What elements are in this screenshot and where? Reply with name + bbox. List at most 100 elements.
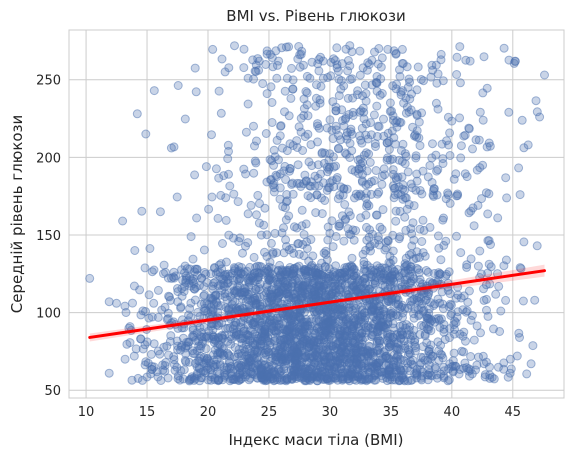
data-point <box>472 165 482 175</box>
data-point <box>267 118 277 127</box>
data-point <box>304 157 314 167</box>
data-point <box>328 242 338 252</box>
data-point <box>192 213 202 223</box>
data-point <box>259 220 269 230</box>
data-point <box>187 372 197 382</box>
data-point <box>309 336 319 346</box>
data-point <box>323 344 333 354</box>
data-point <box>321 250 331 259</box>
data-point <box>471 135 481 145</box>
data-point <box>458 305 468 315</box>
data-point <box>358 277 367 287</box>
data-point <box>296 49 306 59</box>
data-point <box>433 294 443 304</box>
data-point <box>141 129 151 139</box>
data-point <box>310 328 320 338</box>
data-point <box>403 167 413 177</box>
data-point <box>147 364 157 374</box>
data-point <box>220 67 230 77</box>
data-point <box>378 205 388 215</box>
data-point <box>449 348 459 358</box>
data-point <box>320 315 330 325</box>
data-point <box>234 344 244 354</box>
data-point <box>339 236 349 246</box>
data-point <box>239 327 248 336</box>
data-point <box>355 70 365 80</box>
data-point <box>496 306 506 316</box>
data-point <box>429 184 439 194</box>
y-tick-label: 50 <box>44 384 61 399</box>
data-point <box>302 281 312 290</box>
data-point <box>412 132 422 142</box>
data-point <box>328 315 338 325</box>
data-point <box>336 326 346 336</box>
data-point <box>223 140 233 150</box>
data-point <box>112 298 121 308</box>
data-point <box>401 93 411 103</box>
data-point <box>142 372 152 382</box>
data-point <box>361 148 371 158</box>
data-point <box>392 122 402 132</box>
data-point <box>489 374 499 384</box>
data-point <box>445 128 455 138</box>
data-point <box>336 135 346 145</box>
data-point <box>329 54 339 64</box>
data-point <box>219 344 228 354</box>
data-point <box>302 71 312 81</box>
data-point <box>302 88 312 98</box>
data-point <box>426 326 436 336</box>
data-point <box>211 164 221 174</box>
data-point <box>361 180 371 190</box>
data-point <box>458 331 468 341</box>
data-point <box>252 347 262 357</box>
data-point <box>289 222 299 232</box>
data-point <box>224 169 233 179</box>
data-point <box>203 375 213 385</box>
data-point <box>230 41 239 51</box>
data-point <box>452 231 461 241</box>
data-point <box>166 143 176 153</box>
data-point <box>213 213 223 223</box>
data-point <box>417 237 427 246</box>
data-point <box>366 246 375 256</box>
data-point <box>266 238 276 248</box>
data-point <box>188 325 198 335</box>
data-point <box>249 252 259 262</box>
data-point <box>432 78 442 88</box>
data-point <box>483 209 493 219</box>
data-point <box>317 258 327 268</box>
data-point <box>499 43 509 53</box>
data-point <box>253 359 263 369</box>
data-point <box>464 208 474 218</box>
data-point <box>436 349 445 359</box>
data-point <box>132 109 142 119</box>
data-point <box>510 56 520 66</box>
data-point <box>296 127 306 137</box>
data-point <box>311 208 321 218</box>
data-point <box>377 275 387 285</box>
data-point <box>287 63 296 73</box>
data-point <box>353 155 363 165</box>
data-point <box>155 207 165 217</box>
data-point <box>406 297 415 306</box>
data-point <box>128 298 137 308</box>
data-point <box>535 112 545 122</box>
data-point <box>327 288 337 298</box>
data-point <box>462 262 472 272</box>
x-tick-label: 25 <box>261 405 278 420</box>
data-point <box>296 182 306 191</box>
data-point <box>450 325 459 334</box>
data-point <box>331 106 341 116</box>
data-point <box>299 307 309 317</box>
data-point <box>173 345 183 355</box>
data-point <box>254 283 264 292</box>
data-point <box>284 111 294 121</box>
data-point <box>515 190 525 200</box>
data-point <box>233 197 243 207</box>
data-point <box>252 331 262 341</box>
data-point <box>300 289 310 298</box>
data-point <box>199 245 209 255</box>
data-point <box>356 213 366 223</box>
data-point <box>224 304 234 314</box>
data-point <box>347 47 357 57</box>
